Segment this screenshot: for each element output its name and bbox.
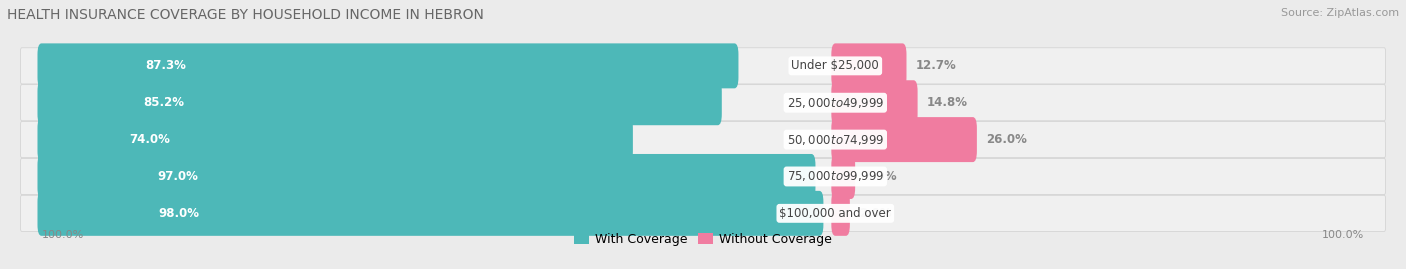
Text: $25,000 to $49,999: $25,000 to $49,999 — [786, 96, 884, 110]
FancyBboxPatch shape — [831, 80, 918, 125]
Text: $75,000 to $99,999: $75,000 to $99,999 — [786, 169, 884, 183]
FancyBboxPatch shape — [21, 48, 1385, 84]
Text: 3.0%: 3.0% — [865, 170, 897, 183]
FancyBboxPatch shape — [38, 191, 824, 236]
Text: HEALTH INSURANCE COVERAGE BY HOUSEHOLD INCOME IN HEBRON: HEALTH INSURANCE COVERAGE BY HOUSEHOLD I… — [7, 8, 484, 22]
FancyBboxPatch shape — [831, 191, 849, 236]
FancyBboxPatch shape — [21, 85, 1385, 121]
Text: $100,000 and over: $100,000 and over — [779, 207, 891, 220]
Text: 26.0%: 26.0% — [986, 133, 1026, 146]
Text: $50,000 to $74,999: $50,000 to $74,999 — [786, 133, 884, 147]
FancyBboxPatch shape — [21, 122, 1385, 158]
Text: 12.7%: 12.7% — [915, 59, 956, 72]
FancyBboxPatch shape — [21, 158, 1385, 194]
FancyBboxPatch shape — [38, 80, 721, 125]
FancyBboxPatch shape — [831, 154, 855, 199]
Text: 87.3%: 87.3% — [145, 59, 186, 72]
FancyBboxPatch shape — [38, 43, 738, 88]
Legend: With Coverage, Without Coverage: With Coverage, Without Coverage — [569, 228, 837, 251]
Text: 100.0%: 100.0% — [1322, 230, 1365, 240]
Text: 74.0%: 74.0% — [129, 133, 170, 146]
Text: 2.0%: 2.0% — [859, 207, 891, 220]
FancyBboxPatch shape — [38, 154, 815, 199]
Text: 98.0%: 98.0% — [157, 207, 200, 220]
FancyBboxPatch shape — [21, 195, 1385, 231]
FancyBboxPatch shape — [831, 43, 907, 88]
Text: 85.2%: 85.2% — [143, 96, 184, 109]
Text: 97.0%: 97.0% — [157, 170, 198, 183]
FancyBboxPatch shape — [831, 117, 977, 162]
Text: Source: ZipAtlas.com: Source: ZipAtlas.com — [1281, 8, 1399, 18]
Text: 14.8%: 14.8% — [927, 96, 967, 109]
FancyBboxPatch shape — [38, 117, 633, 162]
Text: 100.0%: 100.0% — [41, 230, 84, 240]
Text: Under $25,000: Under $25,000 — [792, 59, 879, 72]
